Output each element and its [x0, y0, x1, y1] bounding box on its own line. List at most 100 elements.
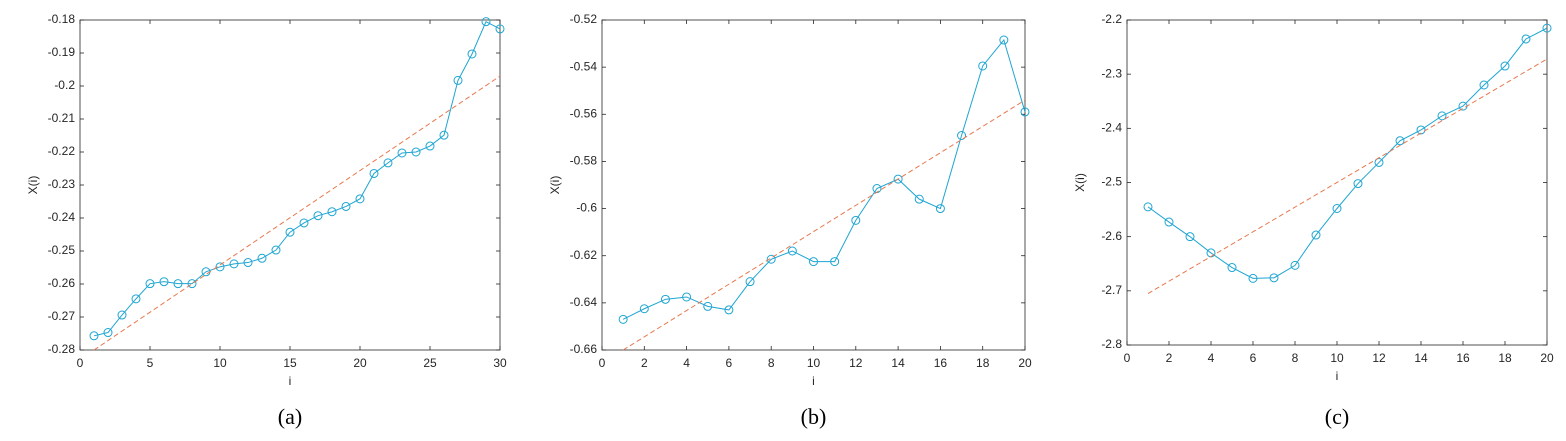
data-point — [271, 245, 281, 255]
data-point — [327, 207, 337, 217]
data-point — [999, 35, 1009, 45]
data-point — [1479, 80, 1489, 90]
data-point — [893, 174, 903, 184]
x-tick-label: 25 — [423, 356, 437, 370]
data-point — [682, 292, 692, 302]
data-point — [1437, 111, 1447, 121]
plot-area — [79, 19, 501, 351]
x-axis-label: i — [1336, 369, 1339, 383]
y-tick-label: -0.23 — [48, 177, 76, 191]
data-point — [383, 158, 393, 168]
y-tick-label: -0.22 — [48, 144, 76, 158]
x-tick-label: 5 — [147, 356, 154, 370]
data-point — [745, 277, 755, 287]
y-tick-label: -0.52 — [570, 12, 598, 26]
y-tick-label: -2.6 — [1101, 229, 1122, 243]
x-tick-label: 18 — [1498, 351, 1512, 365]
caption: (c) — [1325, 404, 1349, 429]
y-axis-label: X(i) — [1073, 173, 1087, 192]
data-point — [1332, 204, 1342, 213]
x-tick-label: 20 — [353, 356, 367, 370]
y-tick-label: -2.4 — [1101, 121, 1122, 135]
x-tick-label: 4 — [683, 356, 690, 370]
x-tick-label: 6 — [1250, 351, 1257, 365]
data-point — [243, 258, 253, 268]
data-point — [724, 305, 734, 315]
x-tick-label: 8 — [1292, 351, 1299, 365]
x-tick-label: 0 — [599, 356, 606, 370]
x-tick-label: 30 — [493, 356, 507, 370]
y-tick-label: -0.64 — [570, 295, 598, 309]
data-point — [453, 75, 463, 85]
x-tick-label: 16 — [1456, 351, 1470, 365]
data-point — [439, 130, 449, 140]
data-point — [1248, 273, 1258, 283]
y-tick-label: -0.2 — [54, 78, 75, 92]
y-tick-label: -0.18 — [48, 12, 76, 26]
y-axis-label: X(i) — [548, 176, 562, 195]
x-tick-label: 20 — [1540, 351, 1554, 365]
y-tick-label: -0.24 — [48, 210, 76, 224]
data-point — [766, 254, 776, 264]
data-point — [1020, 107, 1030, 117]
data-point — [355, 194, 365, 204]
caption: (a) — [278, 404, 302, 429]
caption: (b) — [801, 404, 827, 429]
data-point — [103, 328, 113, 338]
y-tick-label: -0.28 — [48, 342, 76, 356]
data-point — [215, 262, 225, 272]
y-tick-label: -0.25 — [48, 243, 76, 257]
data-point — [1143, 202, 1153, 212]
data-line — [93, 20, 501, 337]
data-point — [495, 24, 505, 34]
data-point — [1395, 136, 1405, 146]
x-tick-label: 10 — [213, 356, 227, 370]
data-point — [830, 257, 840, 267]
data-point — [1311, 230, 1321, 240]
data-point — [935, 204, 945, 214]
x-axis-label: i — [812, 374, 815, 388]
x-tick-label: 12 — [849, 356, 863, 370]
x-tick-label: 15 — [283, 356, 297, 370]
y-tick-label: -2.5 — [1101, 175, 1122, 189]
data-point — [639, 304, 649, 314]
y-tick-label: -0.56 — [570, 106, 598, 120]
data-point — [89, 331, 99, 341]
data-point — [660, 294, 670, 304]
fit-line — [93, 75, 501, 351]
data-point — [1269, 273, 1279, 283]
y-tick-label: -0.19 — [48, 45, 76, 59]
data-point — [1374, 157, 1384, 167]
data-point — [467, 49, 477, 59]
data-point — [618, 314, 628, 324]
y-tick-label: -0.58 — [570, 154, 598, 168]
data-point — [313, 211, 323, 221]
fit-line — [1147, 58, 1548, 294]
data-point — [145, 279, 155, 289]
y-tick-label: -0.26 — [48, 276, 76, 290]
x-tick-label: 16 — [934, 356, 948, 370]
data-point — [117, 310, 127, 320]
data-point — [978, 61, 988, 71]
subplot: 0 2 4 6 8 10 12 14 16 18 20 -0.66 -0.64 -0.62 -0.6 -0.5… — [548, 12, 1032, 429]
data-point — [1290, 260, 1300, 270]
x-tick-label: 10 — [1330, 351, 1344, 365]
x-tick-label: 12 — [1372, 351, 1386, 365]
fit-line — [622, 99, 1026, 351]
data-point — [257, 253, 267, 263]
data-point — [1164, 217, 1174, 227]
y-tick-label: -0.27 — [48, 309, 76, 323]
data-point — [851, 215, 861, 225]
x-tick-label: 2 — [1166, 351, 1173, 365]
subplot: 0 5 10 15 20 25 30 -0.28 -0.27 -0.26 -0.25 -0.24 -0.… — [26, 12, 507, 429]
x-tick-label: 0 — [77, 356, 84, 370]
y-tick-label: -2.3 — [1101, 66, 1122, 80]
data-point — [411, 147, 421, 157]
y-tick-label: -2.8 — [1101, 337, 1122, 351]
data-point — [1500, 61, 1510, 71]
data-point — [1227, 263, 1237, 273]
subplot: 0 2 4 6 8 10 12 14 16 18 20 -2.8 -2.7 -2.6 -2.5 -2.4 -2.… — [1073, 12, 1554, 429]
data-point — [914, 194, 924, 204]
data-point — [341, 201, 351, 211]
